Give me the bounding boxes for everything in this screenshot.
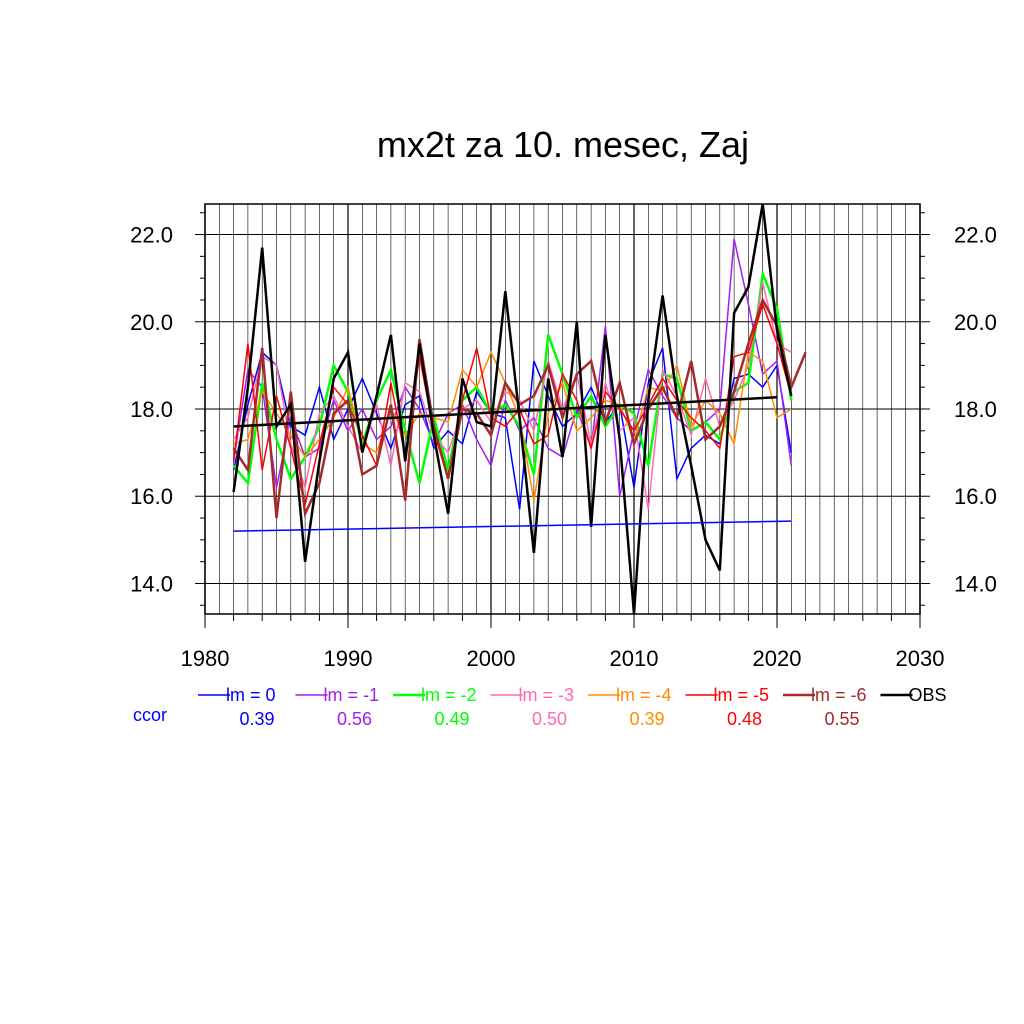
ccor-value: 0.39 bbox=[629, 709, 664, 729]
x-tick-label: 1990 bbox=[324, 646, 373, 671]
ccor-value: 0.48 bbox=[727, 709, 762, 729]
series-line bbox=[233, 350, 792, 501]
series-line bbox=[232, 268, 793, 487]
legend-label: lm = -2 bbox=[421, 685, 477, 705]
x-tick-label: 2030 bbox=[896, 646, 945, 671]
y-tick-label-left: 20.0 bbox=[130, 310, 173, 335]
chart-title: mx2t za 10. mesec, Zaj bbox=[377, 124, 749, 165]
ccor-value: 0.55 bbox=[824, 709, 859, 729]
legend-label: lm = -4 bbox=[616, 685, 672, 705]
y-tick-label-left: 14.0 bbox=[130, 571, 173, 596]
y-tick-label-right: 16.0 bbox=[954, 484, 997, 509]
axes: 1980 1990 2000 2010 2020 2030 14.0 14.0 16.0 16.0… bbox=[130, 212, 997, 671]
trend-line bbox=[233, 395, 778, 428]
ccor-value: 0.39 bbox=[239, 709, 274, 729]
series-line bbox=[232, 238, 793, 497]
x-tick-label: 1980 bbox=[181, 646, 230, 671]
x-tick-label: 2010 bbox=[610, 646, 659, 671]
ccor-value: 0.50 bbox=[532, 709, 567, 729]
x-tick-label: 2000 bbox=[467, 646, 516, 671]
legend: ccor lm = 0 0.39 lm = -1 0.56 lm = -2 0.49 lm =… bbox=[133, 685, 947, 729]
trend-line bbox=[233, 520, 792, 532]
legend-label: lm = -1 bbox=[324, 685, 380, 705]
series-line bbox=[232, 203, 793, 615]
y-tick-label-left: 16.0 bbox=[130, 484, 173, 509]
y-tick-label-right: 20.0 bbox=[954, 310, 997, 335]
legend-label: lm = -5 bbox=[714, 685, 770, 705]
legend-label: OBS bbox=[909, 685, 947, 705]
legend-label: lm = -6 bbox=[811, 685, 867, 705]
x-tick-label: 2020 bbox=[753, 646, 802, 671]
y-tick-label-left: 18.0 bbox=[130, 397, 173, 422]
legend-label: lm = 0 bbox=[226, 685, 276, 705]
y-tick-label-right: 18.0 bbox=[954, 397, 997, 422]
series-lines bbox=[232, 203, 807, 615]
legend-label: lm = -3 bbox=[519, 685, 575, 705]
ccor-value: 0.49 bbox=[434, 709, 469, 729]
y-tick-label-right: 22.0 bbox=[954, 223, 997, 248]
ccor-label: ccor bbox=[133, 705, 167, 725]
y-tick-label-right: 14.0 bbox=[954, 571, 997, 596]
ccor-value: 0.56 bbox=[337, 709, 372, 729]
y-tick-label-left: 22.0 bbox=[130, 223, 173, 248]
series-line bbox=[232, 296, 807, 519]
